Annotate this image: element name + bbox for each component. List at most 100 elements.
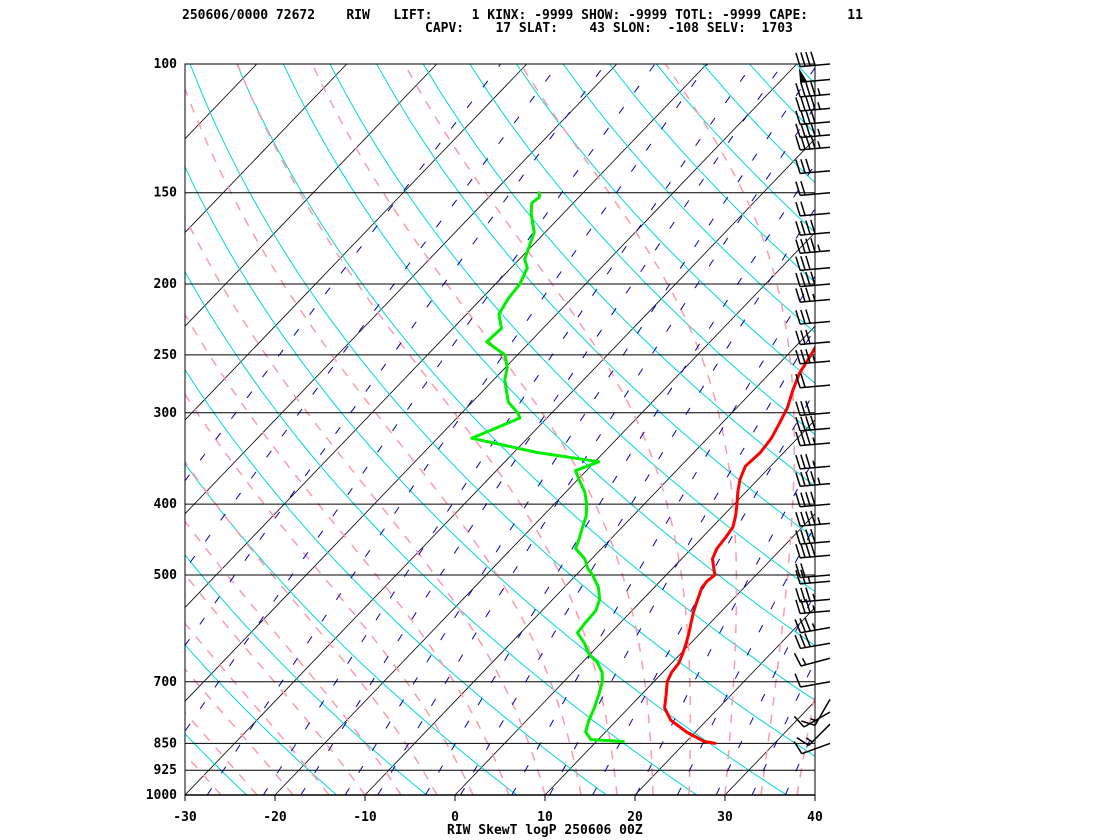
mixing-ratio-line — [784, 727, 815, 795]
wind-barb — [795, 454, 831, 470]
wind-barb — [794, 617, 831, 634]
dry-adiabat — [422, 64, 815, 487]
wind-barb-feather — [805, 416, 811, 431]
wind-barb — [793, 711, 831, 728]
wind-barb-feather — [793, 741, 803, 755]
temperature-tick-label: -20 — [263, 810, 287, 825]
mixing-ratio-line — [300, 64, 783, 795]
wind-barb-feather — [795, 472, 801, 487]
isotherm-line — [364, 325, 815, 795]
wind-barb-feather — [795, 530, 801, 545]
wind-barb — [795, 134, 831, 151]
dry-adiabat — [702, 64, 815, 184]
pressure-tick-label: 500 — [154, 568, 178, 583]
wind-barb-feather — [800, 563, 806, 578]
pressure-tick-label: 200 — [154, 277, 178, 292]
wind-barb — [795, 95, 831, 112]
temperature-tick-label: 20 — [627, 810, 643, 825]
wind-barb-feather — [795, 330, 801, 345]
moist-adiabat — [185, 313, 510, 795]
wind-barb-half-feather — [817, 244, 821, 252]
wind-barb-feather — [795, 82, 801, 98]
moist-adiabat — [185, 460, 438, 795]
wind-barb-feather — [805, 96, 811, 111]
isotherm-line — [454, 419, 815, 795]
wind-barb-feather — [800, 123, 806, 138]
wind-barb-feather — [794, 673, 802, 688]
wind-barb-half-feather — [811, 623, 816, 631]
wind-barb-staff — [808, 723, 831, 746]
moist-adiabat — [185, 215, 546, 795]
wind-barb-feather — [805, 529, 811, 544]
wind-barb-feather — [800, 401, 806, 416]
wind-barb-half-feather — [817, 477, 821, 485]
wind-barb-feather — [804, 633, 811, 647]
wind-barb-staff — [801, 742, 831, 755]
dry-adiabat — [562, 64, 815, 334]
pressure-tick-label: 150 — [154, 186, 178, 201]
wind-barb-feather — [805, 158, 811, 173]
wind-barb-feather — [801, 720, 816, 727]
isotherm-line — [185, 138, 815, 795]
mixing-ratio-line — [344, 66, 815, 795]
wind-barb — [795, 415, 831, 432]
dewpoint-profile-line — [470, 191, 625, 743]
pressure-tick-label: 925 — [154, 763, 177, 778]
wind-barb-feather — [795, 52, 801, 67]
wind-barb-feather — [805, 51, 811, 66]
wind-barb-half-feather — [812, 437, 816, 445]
wind-barb — [795, 400, 831, 417]
wind-barb-feather — [805, 471, 811, 486]
wind-barb-feather — [805, 271, 811, 287]
wind-barb-feather — [800, 52, 806, 67]
wind-barb — [795, 109, 831, 126]
wind-barb-feather — [795, 310, 801, 325]
wind-barb-feather — [805, 587, 811, 602]
wind-barb — [795, 373, 831, 389]
wind-barb-feather — [795, 181, 801, 196]
wind-barb — [795, 287, 831, 303]
wind-barb-feather — [810, 219, 816, 234]
wind-barb-half-feather — [817, 517, 821, 525]
wind-barb — [795, 158, 831, 175]
dry-adiabat — [936, 64, 1120, 795]
wind-barb-feather — [795, 97, 801, 112]
isotherm-line — [724, 700, 815, 795]
wind-barb — [795, 51, 831, 68]
dry-adiabat — [185, 368, 607, 795]
isotherm-line — [185, 64, 258, 140]
wind-barb-feather — [799, 634, 807, 648]
dry-adiabat — [185, 462, 518, 795]
mixing-ratio-line — [185, 64, 502, 482]
wind-barb-feather — [795, 123, 801, 138]
mixing-ratio-line — [377, 105, 815, 795]
wind-barb-feather — [795, 569, 801, 585]
wind-barb-feather — [795, 544, 801, 559]
wind-barb-half-feather — [817, 102, 821, 110]
wind-barb-feather — [793, 715, 805, 728]
temperature-tick-label: 40 — [807, 810, 823, 825]
wind-barb-feather — [810, 81, 816, 96]
wind-barb-feather — [795, 110, 801, 125]
wind-barb-feather — [800, 416, 806, 431]
wind-barb — [795, 81, 831, 98]
wind-barb-feather — [795, 256, 801, 271]
wind-barb-half-feather — [812, 355, 816, 363]
wind-barb-feather — [800, 220, 806, 235]
wind-barb — [794, 673, 831, 688]
wind-barb-staff — [800, 681, 831, 688]
wind-barb — [795, 587, 831, 603]
wind-barb-feather — [804, 617, 811, 632]
wind-barb-feather — [795, 431, 801, 446]
wind-barb — [795, 238, 831, 254]
wind-barb-feather — [800, 159, 806, 174]
wind-barb — [795, 122, 831, 139]
wind-barb — [796, 723, 831, 747]
wind-barb — [798, 68, 831, 83]
wind-barb-feather — [805, 309, 811, 324]
wind-barb-feather — [795, 288, 801, 303]
mixing-ratio-line — [185, 64, 656, 733]
wind-barb — [795, 271, 831, 288]
wind-barb-feather — [805, 220, 811, 235]
